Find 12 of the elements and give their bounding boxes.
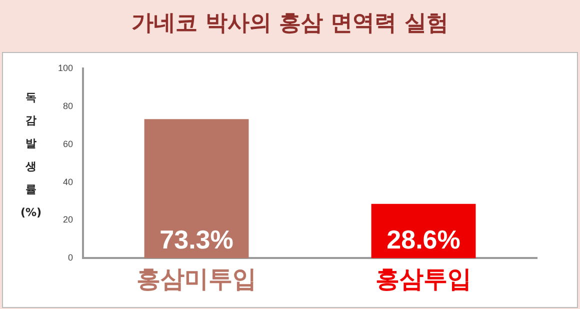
chart-title: 가네코 박사의 홍삼 면역력 실험 <box>130 10 450 38</box>
y-tick-label: 0 <box>68 252 74 263</box>
x-tick-label: 홍삼투입 <box>376 264 472 293</box>
y-tick-label: 100 <box>58 62 74 73</box>
data-label: 73.3% <box>160 224 234 254</box>
x-tick-label: 홍삼미투입 <box>136 264 257 293</box>
y-tick-label: 20 <box>63 214 74 225</box>
y-tick-label: 60 <box>63 138 74 149</box>
y-axis-title: 독감발생률(%) <box>20 90 42 219</box>
data-label: 28.6% <box>386 224 460 254</box>
y-tick-label: 40 <box>63 176 74 187</box>
y-tick-label: 80 <box>63 100 74 111</box>
